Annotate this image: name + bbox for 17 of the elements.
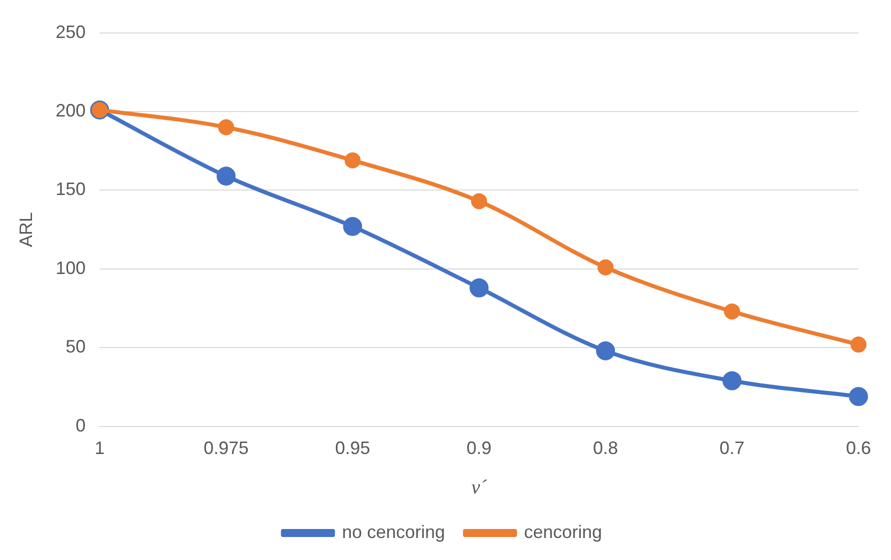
- y-tick-label: 200: [56, 100, 86, 120]
- x-tick-label: 0.9: [466, 438, 492, 458]
- x-tick-label: 0.8: [593, 438, 618, 458]
- x-tick-label: 0.95: [335, 438, 370, 458]
- x-tick-label: 0.7: [719, 438, 745, 458]
- y-tick-label: 0: [76, 415, 86, 436]
- y-tick-label: 50: [66, 336, 86, 357]
- x-tick-label: 0.975: [204, 438, 249, 458]
- y-tick-label: 100: [56, 258, 86, 278]
- y-tick-label: 150: [56, 179, 86, 200]
- y-tick-label: 250: [56, 22, 86, 42]
- legend-label: no cencoring: [342, 522, 446, 542]
- y-axis-title: ARL: [16, 212, 36, 248]
- x-axis-title: ν´: [471, 476, 488, 498]
- legend-label: cencoring: [524, 522, 602, 542]
- x-tick-label: 1: [94, 438, 105, 458]
- x-tick-label: 0.6: [846, 438, 872, 458]
